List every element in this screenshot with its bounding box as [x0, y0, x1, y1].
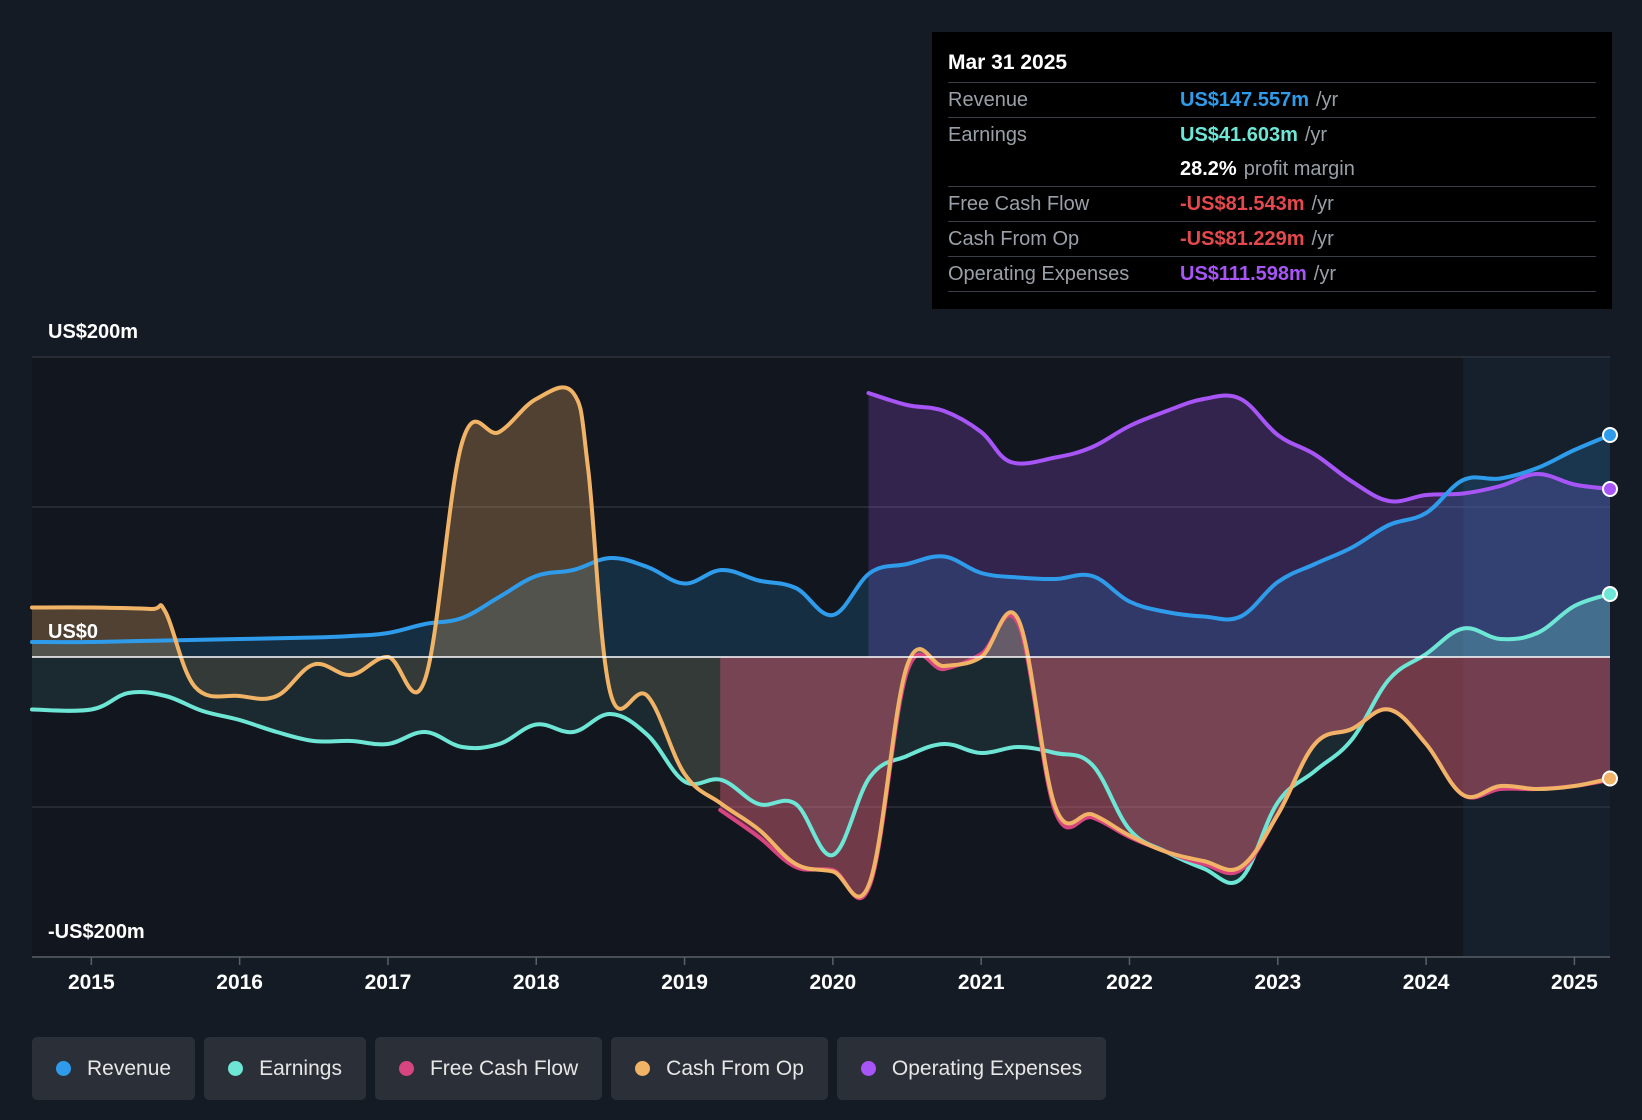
tooltip-unit: /yr — [1311, 228, 1334, 250]
x-tick-label: 2025 — [1551, 971, 1598, 994]
x-tick-label: 2015 — [68, 971, 115, 994]
operating-expenses-line — [866, 391, 1612, 504]
tooltip-date: Mar 31 2025 — [948, 44, 1596, 83]
tooltip-value: US$41.603m — [1180, 124, 1298, 146]
tooltip-panel: Mar 31 2025 Revenue US$147.557m /yr Earn… — [932, 32, 1612, 309]
legend-item-free-cash-flow[interactable]: Free Cash Flow — [374, 1037, 603, 1100]
tooltip-value: 28.2% — [1180, 158, 1237, 180]
tooltip-row-cash-from-op: Cash From Op -US$81.229m /yr — [948, 222, 1596, 257]
x-axis-ticks: 2015 2016 2017 2018 2019 2020 2021 2022 2023 2024… — [68, 957, 1598, 994]
y-tick-label-bottom: -US$200m — [48, 921, 145, 943]
x-tick-label: 2022 — [1106, 971, 1153, 994]
tooltip-value: -US$81.229m — [1180, 228, 1305, 250]
series-areas — [32, 387, 1610, 899]
legend-item-earnings[interactable]: Earnings — [204, 1037, 366, 1100]
operating-expenses-endpoint — [1602, 481, 1618, 497]
legend: Revenue Earnings Free Cash Flow Cash Fro… — [32, 1037, 1107, 1100]
series-lines — [30, 385, 1612, 901]
x-tick-label: 2019 — [661, 971, 708, 994]
tooltip-row-operating-expenses: Operating Expenses US$111.598m /yr — [948, 257, 1596, 292]
x-tick-label: 2024 — [1403, 971, 1450, 994]
tooltip-label: Earnings — [948, 124, 1027, 146]
tooltip-label — [948, 152, 1180, 186]
tooltip-value: US$111.598m — [1180, 263, 1307, 285]
tooltip-label: Revenue — [948, 89, 1029, 111]
y-tick-label-top: US$200m — [48, 321, 139, 343]
tooltip-unit: /yr — [1315, 89, 1339, 111]
earnings-dot-icon — [228, 1061, 244, 1076]
operating-expenses-dot-icon — [860, 1061, 876, 1076]
legend-label: Earnings — [259, 1056, 342, 1080]
cash-from-op-endpoint — [1602, 770, 1618, 787]
earnings-area — [32, 657, 1610, 884]
series-endpoints — [1602, 427, 1618, 787]
legend-label: Revenue — [87, 1056, 172, 1080]
tooltip-row-revenue: Revenue US$147.557m /yr — [948, 83, 1596, 118]
cash-from-op-dot-icon — [635, 1061, 651, 1076]
x-tick-label: 2017 — [365, 971, 412, 994]
tooltip-unit: profit margin — [1243, 158, 1355, 180]
revenue-line — [30, 433, 1612, 645]
free-cash-flow-area — [720, 657, 1610, 899]
free-cash-flow-dot-icon — [398, 1061, 414, 1076]
legend-label: Cash From Op — [666, 1056, 804, 1080]
revenue-endpoint — [1602, 427, 1618, 443]
x-tick-label: 2018 — [513, 971, 560, 994]
tooltip-row-free-cash-flow: Free Cash Flow -US$81.543m /yr — [948, 187, 1596, 222]
tooltip-value: US$147.557m — [1180, 89, 1309, 111]
revenue-dot-icon — [56, 1061, 71, 1076]
tooltip-row-profit-margin: 28.2% profit margin — [948, 152, 1596, 187]
earnings-area — [32, 594, 1610, 657]
y-tick-label-zero: US$0 — [48, 621, 99, 643]
x-tick-label: 2021 — [958, 971, 1005, 994]
x-tick-label: 2016 — [216, 971, 263, 994]
legend-item-revenue[interactable]: Revenue — [32, 1037, 196, 1100]
tooltip-unit: /yr — [1311, 193, 1334, 215]
tooltip-label: Operating Expenses — [948, 263, 1130, 285]
tooltip-unit: /yr — [1313, 263, 1336, 285]
legend-item-operating-expenses[interactable]: Operating Expenses — [836, 1037, 1107, 1100]
tooltip-row-earnings: Earnings US$41.603m /yr — [948, 118, 1596, 152]
gridlines — [32, 356, 1610, 808]
earnings-endpoint — [1602, 586, 1618, 602]
tooltip-value: -US$81.543m — [1180, 193, 1305, 215]
legend-label: Operating Expenses — [891, 1056, 1083, 1080]
earnings-line — [30, 592, 1612, 886]
legend-label: Free Cash Flow — [429, 1056, 579, 1080]
cash-from-op-line — [30, 385, 1612, 899]
x-tick-label: 2020 — [810, 971, 857, 994]
tooltip-unit: /yr — [1304, 124, 1328, 146]
legend-item-cash-from-op[interactable]: Cash From Op — [611, 1037, 828, 1100]
cash-from-op-area — [32, 657, 1610, 897]
x-tick-label: 2023 — [1254, 971, 1301, 994]
tooltip-label: Cash From Op — [948, 228, 1080, 250]
tooltip-label: Free Cash Flow — [948, 193, 1090, 215]
